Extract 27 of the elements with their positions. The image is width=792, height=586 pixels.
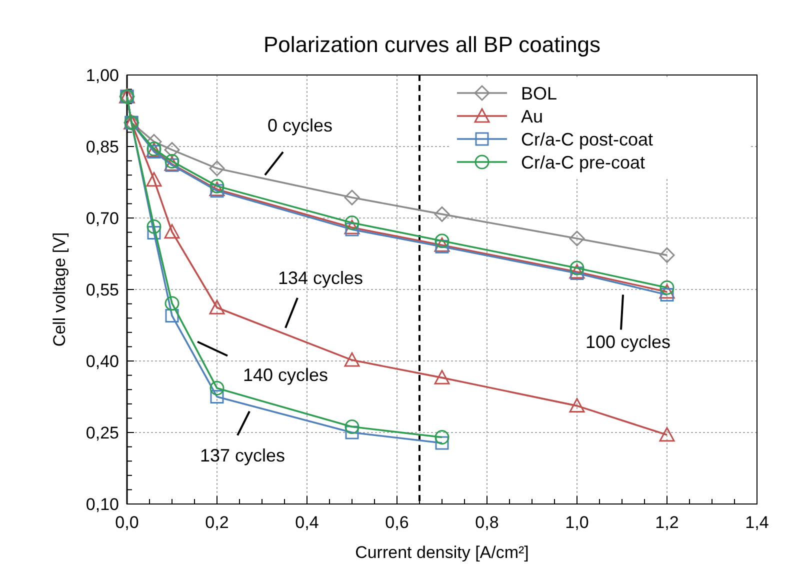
y-tick-label: 0,85 bbox=[86, 137, 119, 156]
legend-label: Cr/a-C post-coat bbox=[521, 129, 654, 150]
annotation: 100 cycles bbox=[585, 332, 671, 352]
x-axis-title: Current density [A/cm²] bbox=[355, 543, 529, 562]
y-tick-label: 0,10 bbox=[86, 494, 119, 514]
legend-label: Cr/a-C pre-coat bbox=[521, 152, 646, 172]
y-axis-title: Cell voltage [V] bbox=[50, 232, 69, 347]
annotation: 0 cycles bbox=[267, 115, 333, 136]
x-tick-label: 0,8 bbox=[475, 513, 499, 532]
annotation: 134 cycles bbox=[278, 268, 364, 288]
x-tick-label: 0,6 bbox=[385, 513, 409, 532]
chart-title: Polarization curves all BP coatings bbox=[263, 32, 601, 57]
annotation: 137 cycles bbox=[200, 446, 286, 466]
x-tick-label: 0,0 bbox=[115, 513, 139, 532]
y-tick-label: 0,55 bbox=[86, 280, 119, 300]
y-tick-label: 0,40 bbox=[86, 352, 119, 371]
x-tick-label: 1,4 bbox=[745, 513, 769, 532]
y-tick-label: 0,70 bbox=[86, 208, 119, 228]
x-tick-label: 0,4 bbox=[295, 513, 319, 532]
annotation: 140 cycles bbox=[242, 365, 328, 386]
y-tick-label: 1,00 bbox=[86, 66, 119, 85]
x-tick-label: 1,0 bbox=[565, 513, 589, 532]
x-tick-label: 0,2 bbox=[205, 513, 229, 532]
x-tick-label: 1,2 bbox=[655, 513, 679, 532]
legend-label: BOL bbox=[521, 83, 558, 104]
legend-label: Au bbox=[521, 106, 544, 126]
y-tick-label: 0,25 bbox=[86, 423, 119, 442]
